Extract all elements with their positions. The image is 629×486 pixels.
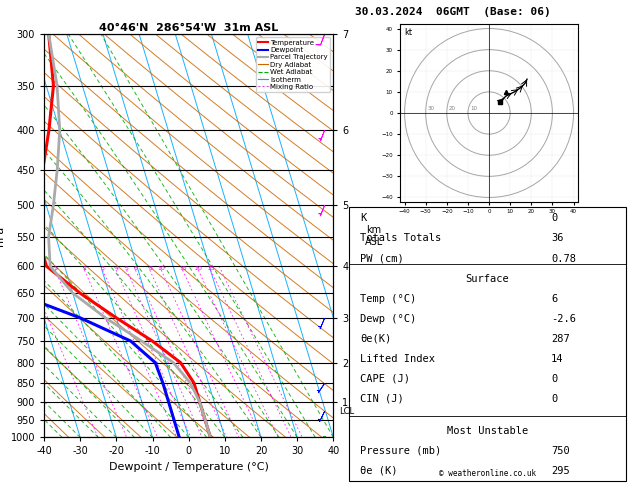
Text: 4: 4 (114, 266, 118, 271)
Text: 14: 14 (551, 354, 564, 364)
Text: 36: 36 (551, 233, 564, 243)
Text: 30.03.2024  06GMT  (Base: 06): 30.03.2024 06GMT (Base: 06) (355, 7, 551, 17)
Text: 0: 0 (551, 394, 557, 404)
Text: K: K (360, 213, 367, 224)
Text: Surface: Surface (465, 274, 509, 283)
Text: Pressure (mb): Pressure (mb) (360, 446, 442, 456)
Text: Totals Totals: Totals Totals (360, 233, 442, 243)
Text: 6: 6 (134, 266, 138, 271)
Text: 30: 30 (428, 106, 435, 111)
Text: 20: 20 (194, 266, 203, 271)
Text: 10: 10 (470, 106, 477, 111)
Legend: Temperature, Dewpoint, Parcel Trajectory, Dry Adiabat, Wet Adiabat, Isotherm, Mi: Temperature, Dewpoint, Parcel Trajectory… (255, 37, 330, 92)
Text: 10: 10 (158, 266, 165, 271)
Text: 2: 2 (83, 266, 87, 271)
Text: 0: 0 (551, 213, 557, 224)
Text: LCL: LCL (339, 407, 354, 416)
Title: 40°46'N  286°54'W  31m ASL: 40°46'N 286°54'W 31m ASL (99, 23, 278, 33)
Text: 8: 8 (148, 266, 152, 271)
Text: 5: 5 (125, 266, 129, 271)
Text: PW (cm): PW (cm) (360, 254, 404, 263)
Text: θe(K): θe(K) (360, 334, 391, 344)
Text: 25: 25 (207, 266, 215, 271)
Text: Dewp (°C): Dewp (°C) (360, 313, 416, 324)
Text: 6: 6 (551, 294, 557, 304)
Text: -2.6: -2.6 (551, 313, 576, 324)
Y-axis label: km
ASL: km ASL (365, 225, 383, 246)
Text: CAPE (J): CAPE (J) (360, 374, 410, 384)
Text: 750: 750 (551, 446, 570, 456)
Text: kt: kt (404, 28, 412, 37)
Y-axis label: hPa: hPa (0, 226, 5, 246)
Text: 20: 20 (449, 106, 456, 111)
Text: Most Unstable: Most Unstable (447, 426, 528, 436)
Text: 1: 1 (53, 266, 57, 271)
Text: θe (K): θe (K) (360, 466, 398, 476)
Text: 3: 3 (101, 266, 105, 271)
Text: 287: 287 (551, 334, 570, 344)
Text: 295: 295 (551, 466, 570, 476)
Text: 0.78: 0.78 (551, 254, 576, 263)
Text: Lifted Index: Lifted Index (360, 354, 435, 364)
Text: 15: 15 (179, 266, 187, 271)
X-axis label: Dewpoint / Temperature (°C): Dewpoint / Temperature (°C) (109, 462, 269, 472)
Text: Temp (°C): Temp (°C) (360, 294, 416, 304)
Text: © weatheronline.co.uk: © weatheronline.co.uk (439, 469, 536, 478)
Text: 0: 0 (551, 374, 557, 384)
Text: CIN (J): CIN (J) (360, 394, 404, 404)
